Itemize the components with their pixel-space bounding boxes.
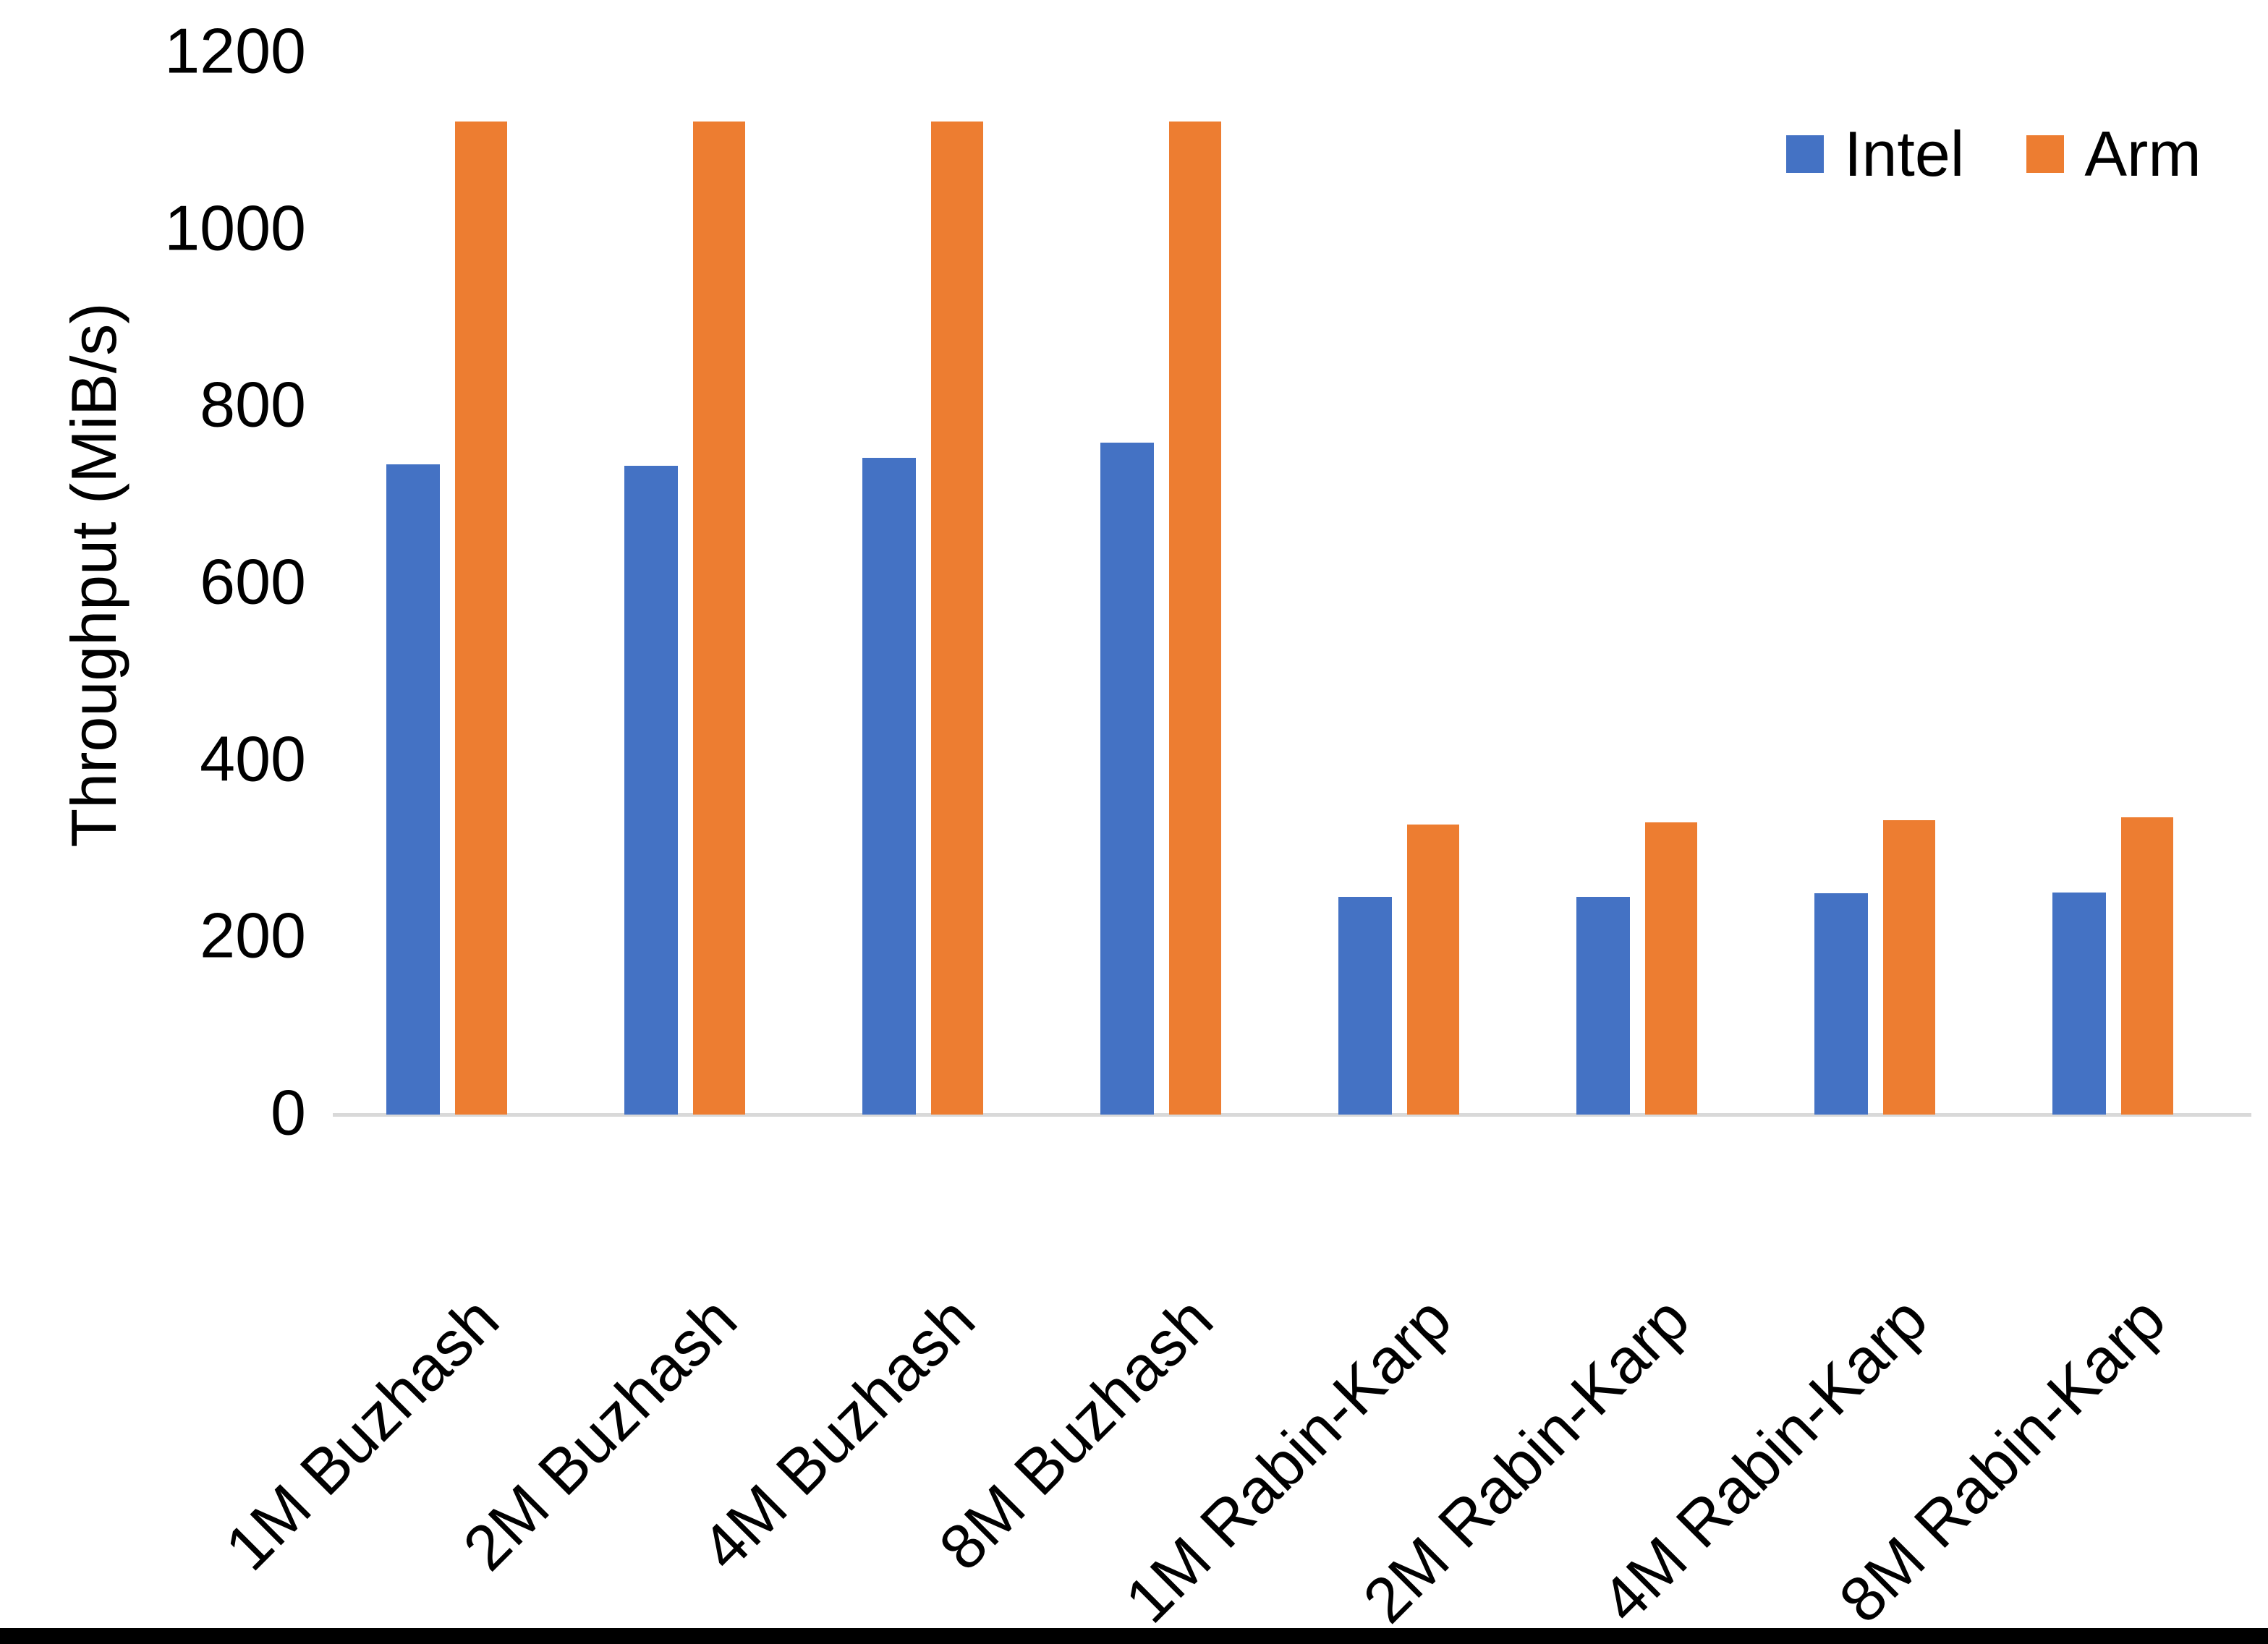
y-tick-label-0: 0 bbox=[271, 1076, 306, 1149]
legend-item-intel: Intel bbox=[1786, 122, 1964, 186]
bar-intel-8m-buzhash bbox=[1100, 443, 1154, 1115]
legend-label-arm: Arm bbox=[2084, 118, 2201, 189]
y-tick-label-800: 800 bbox=[200, 368, 306, 440]
bar-arm-8m-buzhash bbox=[1169, 122, 1221, 1115]
legend: Intel Arm bbox=[1786, 122, 2201, 186]
bar-intel-2m-buzhash bbox=[624, 466, 678, 1115]
legend-swatch-intel bbox=[1786, 135, 1824, 173]
y-tick-label-200: 200 bbox=[200, 899, 306, 971]
y-tick-label-1000: 1000 bbox=[164, 192, 306, 264]
bar-arm-4m-buzhash bbox=[931, 122, 983, 1115]
legend-swatch-arm bbox=[2026, 135, 2065, 173]
bar-arm-2m-buzhash bbox=[693, 122, 745, 1115]
legend-label-intel: Intel bbox=[1844, 118, 1965, 189]
y-tick-label-600: 600 bbox=[200, 545, 306, 618]
y-tick-label-1200: 1200 bbox=[164, 14, 306, 87]
bar-arm-4m-rabin-karp bbox=[1883, 819, 1935, 1115]
bar-arm-8m-rabin-karp bbox=[2121, 817, 2173, 1115]
y-tick-label-400: 400 bbox=[200, 723, 306, 795]
bar-intel-1m-rabin-karp bbox=[1338, 897, 1392, 1115]
bottom-border bbox=[0, 1628, 2268, 1644]
bar-intel-8m-rabin-karp bbox=[2052, 892, 2106, 1115]
legend-item-arm: Arm bbox=[2026, 122, 2201, 186]
bar-intel-1m-buzhash bbox=[386, 464, 440, 1115]
bar-arm-1m-buzhash bbox=[455, 122, 507, 1115]
x-axis-line bbox=[333, 1113, 2251, 1117]
bar-arm-1m-rabin-karp bbox=[1407, 824, 1459, 1115]
bar-intel-4m-rabin-karp bbox=[1814, 893, 1868, 1115]
bar-arm-2m-rabin-karp bbox=[1645, 822, 1697, 1115]
bar-intel-2m-rabin-karp bbox=[1576, 897, 1630, 1115]
bar-intel-4m-buzhash bbox=[862, 458, 916, 1115]
